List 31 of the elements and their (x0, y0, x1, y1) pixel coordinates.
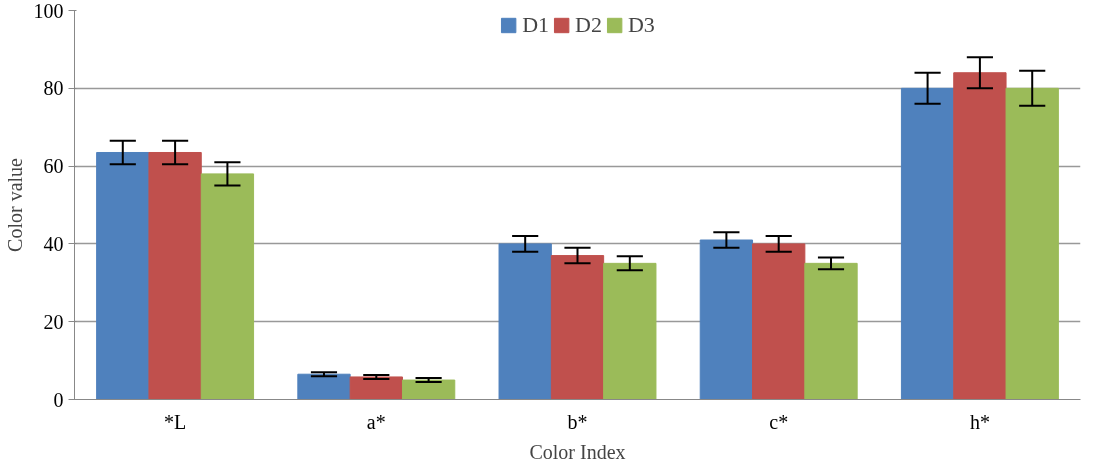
y-tick-label: 60 (43, 155, 64, 178)
x-axis-title: Color Index (529, 440, 626, 463)
legend-label: D1 (522, 12, 550, 38)
y-tick-label: 40 (43, 232, 64, 255)
bar (297, 373, 351, 400)
bar (401, 379, 456, 400)
x-tick-label: *L (163, 410, 187, 433)
bar (550, 255, 605, 400)
bar (349, 376, 403, 400)
y-tick-label: 100 (33, 0, 64, 22)
y-tick-label: 20 (43, 310, 64, 333)
bar (498, 243, 552, 400)
bar (1005, 87, 1059, 400)
bar (804, 262, 858, 400)
x-tick-label: c* (769, 410, 789, 433)
y-tick-label: 0 (53, 388, 64, 411)
legend-label: D2 (575, 12, 602, 38)
x-tick-label: h* (969, 410, 990, 433)
legend-label: D3 (627, 12, 655, 38)
x-tick-label: b* (567, 410, 588, 433)
bar (752, 243, 806, 400)
bar (953, 72, 1007, 400)
bar (200, 173, 255, 400)
bar (96, 151, 150, 400)
bar (148, 151, 202, 400)
bar (699, 239, 754, 400)
y-axis-title: Color value (3, 157, 26, 252)
bar (900, 87, 955, 400)
x-tick-label: a* (366, 410, 386, 433)
bar (603, 262, 657, 400)
y-tick-label: 80 (43, 77, 64, 100)
